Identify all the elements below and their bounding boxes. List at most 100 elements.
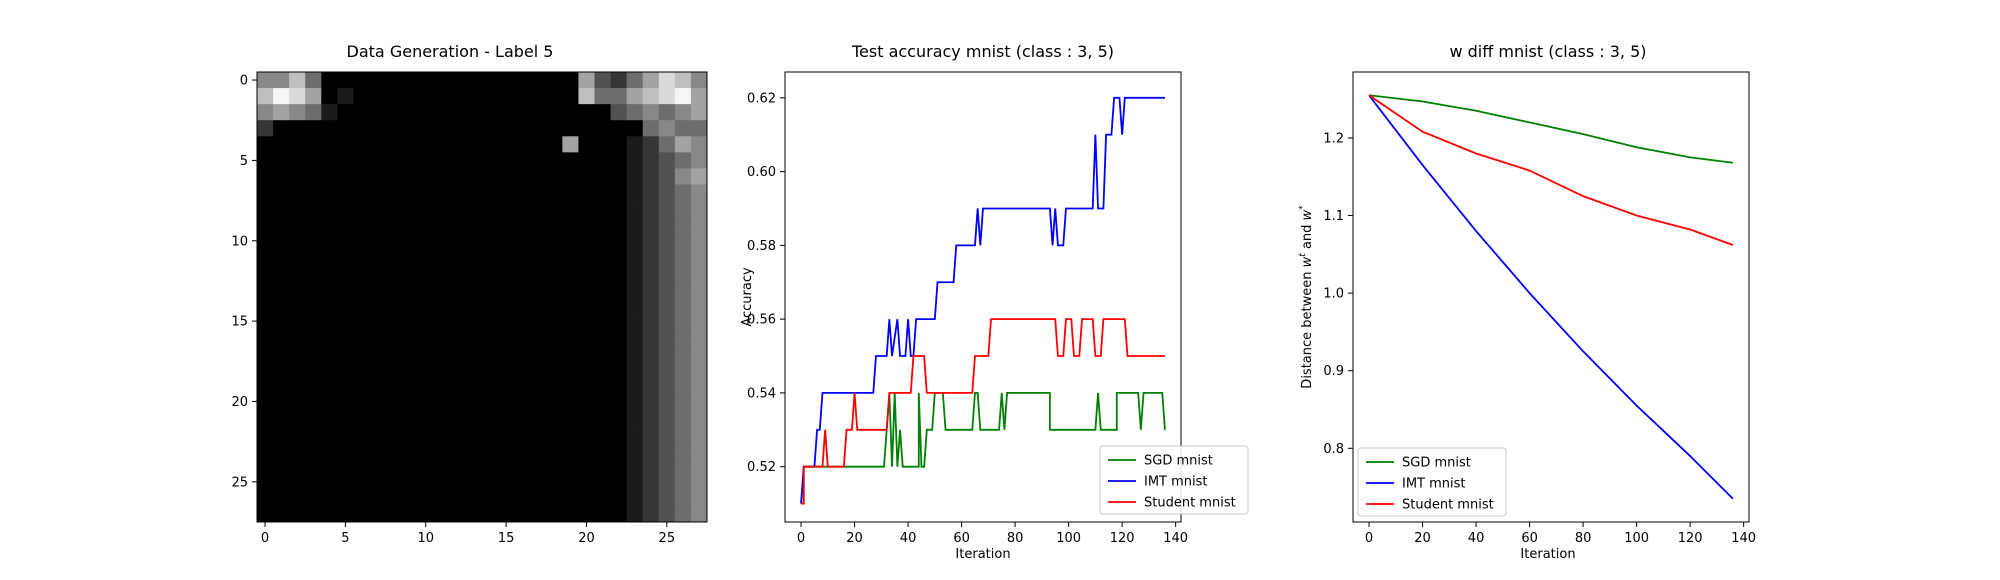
heatmap-ytick-label: 0 [240, 74, 248, 89]
heatmap-cell [449, 248, 467, 266]
heatmap-cell [610, 409, 628, 426]
heatmap-cell [610, 248, 628, 266]
heatmap-cell [337, 457, 354, 475]
heatmap-cell [465, 232, 483, 250]
heatmap-cell [514, 505, 531, 523]
heatmap-cell [594, 120, 611, 137]
heatmap-cell [690, 441, 708, 459]
heatmap-cell [482, 473, 499, 491]
heatmap-cell [594, 297, 611, 314]
heatmap-cell [658, 505, 676, 523]
heatmap-cell [401, 168, 419, 185]
heatmap-cell [289, 473, 306, 491]
heatmap-cell [578, 377, 595, 394]
heatmap-cell [369, 216, 386, 234]
heatmap-cell [273, 489, 290, 507]
heatmap-cell [642, 473, 660, 491]
heatmap-cell [417, 441, 435, 459]
heatmap-cell [658, 280, 676, 298]
heatmap-cell [465, 505, 483, 523]
legend-box [1357, 447, 1507, 517]
heatmap-cell [658, 216, 676, 234]
heatmap-cell [449, 329, 467, 346]
heatmap-cell [257, 104, 274, 121]
heatmap-cell [449, 473, 467, 491]
heatmap-cell [642, 264, 660, 282]
heatmap-cell [257, 136, 274, 153]
heatmap-cell [578, 489, 595, 507]
heatmap-cell [273, 216, 290, 234]
heatmap-cell [610, 136, 628, 153]
heatmap-cell [498, 200, 515, 218]
heatmap-cell [449, 409, 467, 426]
heatmap-cell [610, 200, 628, 218]
heatmap-cell [642, 377, 660, 394]
heatmap-cell [465, 473, 483, 491]
heatmap-cell [385, 216, 403, 234]
heatmap-cell [610, 88, 628, 105]
heatmap-cell [273, 136, 290, 153]
heatmap-cell [562, 184, 579, 201]
heatmap-cell [514, 473, 531, 491]
heatmap-cell [498, 313, 515, 330]
heatmap-cell [257, 280, 274, 298]
heatmap-cell [257, 377, 274, 394]
heatmap-cell [369, 120, 386, 137]
heatmap-cell [433, 473, 451, 491]
heatmap-cell [273, 297, 290, 314]
heatmap-cell [417, 345, 435, 362]
heatmap-cell [401, 280, 419, 298]
heatmap-cell [321, 361, 338, 378]
heatmap-cell [594, 393, 611, 410]
heatmap-cell [433, 168, 451, 185]
heatmap-cell [385, 200, 403, 218]
heatmap-cell [353, 377, 370, 394]
heatmap-cell [594, 88, 611, 105]
heatmap-cell [337, 168, 354, 185]
heatmap-cell [658, 489, 676, 507]
heatmap-cell [417, 473, 435, 491]
wdiff-frame [1352, 71, 1750, 523]
heatmap-cell [498, 136, 515, 153]
heatmap-cell [642, 329, 660, 346]
heatmap-cell [482, 505, 499, 523]
heatmap-cell [546, 184, 563, 201]
heatmap-cell [578, 264, 595, 282]
heatmap-cell [626, 120, 644, 137]
heatmap-cell [369, 505, 386, 523]
ytick-label: 0.9 [1323, 364, 1344, 379]
heatmap-cell [674, 329, 692, 346]
heatmap-cell [610, 425, 628, 443]
heatmap-cell [305, 473, 322, 491]
heatmap-cell [273, 313, 290, 330]
heatmap-cell [353, 88, 370, 105]
heatmap-cell [594, 152, 611, 169]
heatmap-cell [546, 425, 563, 443]
heatmap-cell [674, 473, 692, 491]
heatmap-cell [674, 104, 692, 121]
heatmap-cell [385, 425, 403, 443]
sgd-mnist-line [1368, 94, 1734, 164]
heatmap-cell [257, 264, 274, 282]
heatmap-cell [642, 425, 660, 443]
heatmap-cell [530, 425, 547, 443]
heatmap-cell [321, 168, 338, 185]
heatmap-cell [546, 120, 563, 137]
heatmap-cell [578, 168, 595, 185]
heatmap-cell [594, 441, 611, 459]
heatmap-cell [449, 297, 467, 314]
heatmap-cell [337, 152, 354, 169]
heatmap-cell [514, 297, 531, 314]
accuracy-axes: 0 20 40 60 80 100 120 140 0.52 0.54 0.56 0.58 0.60 0.… [747, 91, 1188, 546]
heatmap-cell [321, 409, 338, 426]
heatmap-cell [482, 104, 499, 121]
heatmap-cell [321, 280, 338, 298]
heatmap-cell [465, 393, 483, 410]
heatmap-cell [305, 313, 322, 330]
heatmap-cell [514, 361, 531, 378]
heatmap-cell [321, 136, 338, 153]
heatmap-cell [369, 297, 386, 314]
wdiff-lines [1368, 94, 1734, 500]
heatmap-cell [257, 248, 274, 266]
legend-label: IMT mnist [1402, 477, 1466, 492]
